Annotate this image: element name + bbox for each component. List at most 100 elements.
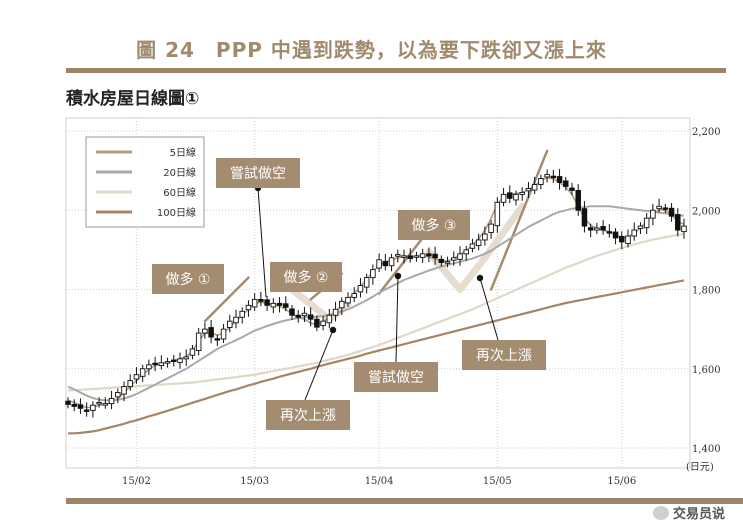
candle-body-up: [245, 304, 252, 311]
annotation-box: [354, 362, 438, 392]
candle: [301, 306, 308, 322]
annotation-label: 再次上漲: [462, 274, 546, 370]
candle-body-up: [351, 293, 357, 298]
candle-body-up: [463, 249, 469, 255]
candle-body-down: [264, 299, 270, 306]
candle: [146, 359, 152, 376]
candle: [544, 169, 550, 183]
candle-body-down: [619, 235, 625, 243]
candle: [376, 253, 382, 273]
watermark: 交易员说: [652, 503, 725, 522]
candle: [295, 310, 301, 323]
candle-body-down: [171, 359, 177, 362]
candle: [171, 354, 177, 367]
candle: [413, 251, 420, 262]
candle-body-up: [96, 401, 102, 405]
candle-body-down: [668, 207, 675, 217]
ma20-line: [67, 205, 685, 402]
x-tick-label: 15/04: [365, 476, 394, 487]
legend-label: 5日線: [170, 146, 196, 159]
candle-body-up: [419, 253, 426, 258]
candle: [631, 222, 637, 241]
candle-body-up: [656, 205, 662, 210]
candle: [625, 229, 631, 248]
annotation-pointer: [479, 277, 499, 341]
candle-body-up: [469, 243, 476, 249]
candle: [407, 248, 413, 263]
candle-body-up: [227, 320, 233, 328]
annotation-label: 做多 ②: [270, 262, 342, 292]
candle: [575, 184, 581, 216]
candle: [220, 323, 227, 343]
candle: [121, 381, 127, 402]
y-tick-label: 2,000: [692, 206, 721, 217]
candle: [475, 233, 482, 251]
candle: [469, 238, 476, 253]
candle: [538, 174, 544, 190]
candle-body-up: [650, 209, 656, 219]
candle: [612, 228, 619, 245]
annotation-pointer: [257, 187, 267, 298]
candle: [675, 208, 681, 237]
candle: [96, 397, 102, 408]
candle-body-up: [320, 320, 326, 327]
candle-body-up: [357, 285, 364, 293]
legend-label: 100日線: [157, 206, 196, 219]
annotation-text: 嘗試做空: [368, 370, 424, 386]
candle-body-up: [370, 269, 376, 279]
annotation-dot: [394, 272, 402, 280]
annotation-box: [216, 158, 300, 188]
annotation-box: [398, 210, 470, 240]
candle-body-up: [681, 225, 687, 233]
candle-body-down: [426, 253, 432, 257]
candle-body-up: [102, 403, 109, 406]
candle: [500, 188, 507, 207]
candle: [681, 218, 687, 239]
annotation-text: 嘗試做空: [230, 166, 286, 182]
candle: [183, 349, 189, 366]
candle: [83, 402, 90, 417]
candle: [519, 187, 525, 201]
annotation-box: [266, 400, 350, 430]
candle: [581, 201, 588, 233]
candle: [251, 293, 258, 311]
candle-body-up: [643, 217, 650, 229]
candle: [432, 246, 438, 265]
candle: [127, 374, 133, 391]
candle-body-down: [276, 302, 283, 306]
candle: [668, 203, 675, 222]
candle: [71, 399, 77, 412]
candle-body-up: [401, 255, 407, 258]
annotation-pointer: [395, 275, 399, 363]
candle-body-up: [115, 392, 121, 398]
candle-body-down: [65, 400, 71, 405]
annotation-box: [462, 340, 546, 370]
candle-body-up: [525, 188, 532, 192]
candle-body-down: [208, 327, 214, 338]
candle-body-down: [575, 189, 581, 211]
candle-body-down: [214, 338, 221, 341]
candle: [164, 357, 171, 368]
candle-body-up: [127, 380, 133, 388]
annotation-label: 做多 ③: [398, 210, 470, 240]
candle: [133, 367, 140, 384]
candle-body-up: [457, 253, 463, 260]
candles: [65, 169, 687, 418]
candle-body-up: [121, 386, 127, 395]
candle: [507, 185, 513, 204]
candle-body-up: [189, 348, 196, 356]
legend-label: 60日線: [163, 186, 196, 199]
candle: [606, 224, 613, 238]
candle-body-down: [289, 308, 295, 316]
candle: [320, 316, 326, 331]
y-tick-label: 1,800: [692, 286, 721, 297]
candle-body-down: [550, 175, 557, 179]
candle-body-up: [345, 296, 351, 304]
candle-body-up: [488, 223, 494, 233]
candle-body-up: [395, 254, 401, 257]
candle: [239, 307, 245, 324]
moving-averages: [67, 176, 685, 435]
candle-body-down: [307, 314, 314, 320]
candle-body-up: [482, 233, 488, 241]
